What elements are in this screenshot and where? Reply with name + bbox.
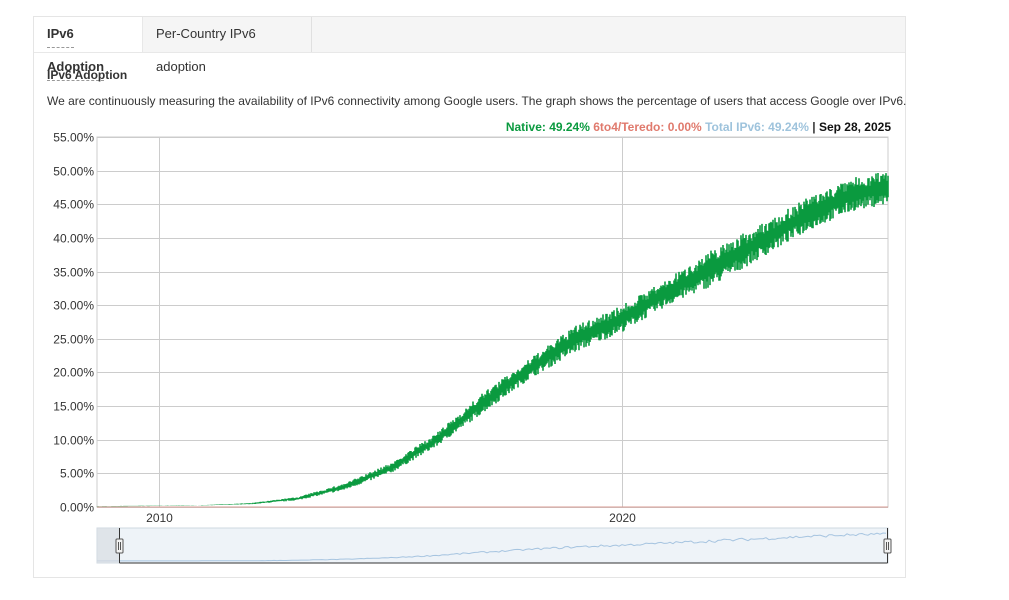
y-tick-label: 5.00% xyxy=(60,467,94,481)
x-axis-ticks: 2010 2020 xyxy=(146,511,636,525)
y-tick-label: 50.00% xyxy=(53,165,94,179)
tab-bar: IPv6 Adoption Per-Country IPv6 adoption xyxy=(34,17,905,81)
y-tick-label: 15.00% xyxy=(53,400,94,414)
section-heading: IPv6 Adoption xyxy=(47,68,128,82)
y-tick-label: 40.00% xyxy=(53,232,94,246)
y-tick-label: 10.00% xyxy=(53,434,94,448)
x-tick-label: 2010 xyxy=(146,511,173,525)
range-navigator[interactable] xyxy=(96,527,892,564)
legend-separator: | xyxy=(812,120,816,134)
series-native xyxy=(96,173,889,507)
navigator-line xyxy=(97,532,887,562)
navigator-background xyxy=(96,527,889,564)
chart-grid xyxy=(96,136,889,508)
y-tick-label: 55.00% xyxy=(53,131,94,145)
chart-series xyxy=(96,173,889,508)
legend-total: Total IPv6: 49.24% xyxy=(705,120,809,134)
y-axis-ticks: 0.00% 5.00% 10.00% 15.00% 20.00% 25.00% 30.00%… xyxy=(53,131,94,515)
tab-label: IPv6 Adoption xyxy=(47,26,105,81)
legend-date: Sep 28, 2025 xyxy=(818,120,891,134)
y-tick-label: 25.00% xyxy=(53,333,94,347)
y-tick-label: 30.00% xyxy=(53,299,94,313)
x-tick-label: 2020 xyxy=(609,511,636,525)
y-tick-label: 20.00% xyxy=(53,366,94,380)
navigator-mask xyxy=(97,528,119,563)
y-tick-label: 0.00% xyxy=(60,501,94,515)
tab-per-country-ipv6-adoption[interactable]: Per-Country IPv6 adoption xyxy=(143,17,312,74)
navigator-handle-left[interactable] xyxy=(115,538,124,554)
y-tick-label: 45.00% xyxy=(53,198,94,212)
plot-frame xyxy=(96,136,889,508)
tab-label: Per-Country IPv6 adoption xyxy=(156,26,256,74)
navigator-handle-right[interactable] xyxy=(883,538,892,554)
legend-teredo: 6to4/Teredo: 0.00% xyxy=(593,120,702,134)
y-tick-label: 35.00% xyxy=(53,266,94,280)
tab-ipv6-adoption[interactable]: IPv6 Adoption xyxy=(34,17,143,81)
section-description: We are continuously measuring the availa… xyxy=(47,94,907,108)
legend-native: Native: 49.24% xyxy=(505,120,590,134)
chart-legend: Native: 49.24% 6to4/Teredo: 0.00% Total … xyxy=(506,120,891,134)
ipv6-stats-panel: IPv6 Adoption Per-Country IPv6 adoption … xyxy=(33,16,906,578)
